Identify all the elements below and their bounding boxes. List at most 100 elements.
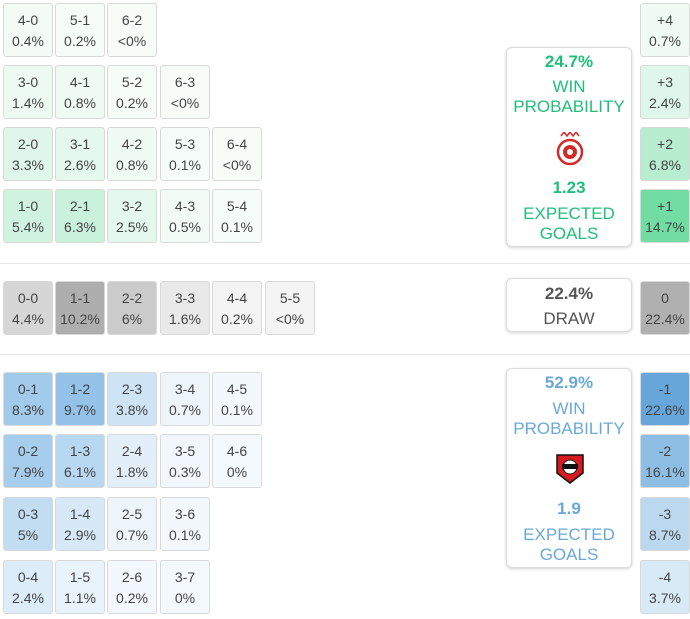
score-label: 5-1 [69,12,91,28]
score-cell: 4-6 0% [212,434,262,488]
score-label: 0-1 [17,381,39,397]
goal-diff-probability: 2.4% [649,95,681,111]
score-cell: 0-3 5% [3,497,53,551]
score-cell: 2-6 0.2% [107,560,157,614]
score-label: 6-4 [226,136,248,152]
score-cell: 5-2 0.2% [107,65,157,119]
score-probability: 5% [17,527,39,543]
score-probability: 0.1% [169,157,201,173]
goal-diff-label: +2 [657,136,673,152]
score-label: 3-1 [69,136,91,152]
score-cell: 3-0 1.4% [3,65,53,119]
score-probability: 1.8% [116,464,148,480]
score-cell: 6-3 <0% [160,65,210,119]
score-probability: 0.4% [12,33,44,49]
goal-diff-cell: -4 3.7% [640,560,690,614]
score-cell: 5-5 <0% [265,281,315,335]
score-label: 4-0 [17,12,39,28]
score-probability: 10.2% [60,311,100,327]
goal-diff-cell: +4 0.7% [640,3,690,57]
score-label: 1-2 [69,381,91,397]
score-label: 3-0 [17,74,39,90]
score-label: 5-2 [121,74,143,90]
score-cell: 1-3 6.1% [55,434,105,488]
home-win-pct: 24.7% [544,52,594,71]
score-cell: 2-2 6% [107,281,157,335]
score-cell: 1-2 9.7% [55,372,105,426]
score-probability: 0.2% [116,95,148,111]
home-xg-label-1: EXPECTED [523,204,615,223]
score-cell: 5-3 0.1% [160,127,210,181]
away-win-pct: 52.9% [544,373,594,392]
score-label: 0-3 [17,506,39,522]
draw-label: DRAW [543,309,595,328]
goal-diff-probability: 22.4% [645,311,685,327]
score-label: 1-0 [17,198,39,214]
score-cell: 4-0 0.4% [3,3,53,57]
home-win-label-1: WIN [552,77,586,96]
score-cell: 1-1 10.2% [55,281,105,335]
score-label: 2-3 [121,381,143,397]
score-label: 6-2 [121,12,143,28]
score-label: 3-4 [174,381,196,397]
score-probability: 0.8% [116,157,148,173]
score-probability: 9.7% [64,402,96,418]
score-probability: <0% [222,157,252,173]
score-cell: 4-2 0.8% [107,127,157,181]
score-label: 3-2 [121,198,143,214]
score-label: 1-5 [69,569,91,585]
home-xg: 1.23 [552,178,586,197]
score-label: 3-5 [174,443,196,459]
draw-pct: 22.4% [544,284,594,303]
goal-diff-cell: -2 16.1% [640,434,690,488]
goal-diff-label: +4 [657,12,673,28]
score-probability: 0% [226,464,248,480]
score-probability: 2.6% [64,157,96,173]
score-label: 5-4 [226,198,248,214]
score-probability: 0.2% [64,33,96,49]
score-probability: 2.9% [64,527,96,543]
score-probability: <0% [117,33,147,49]
score-probability: 2.4% [12,590,44,606]
score-cell: 0-2 7.9% [3,434,53,488]
score-label: 6-3 [174,74,196,90]
score-label: 2-2 [121,290,143,306]
score-cell: 3-4 0.7% [160,372,210,426]
olympiacos-crest-icon [555,130,585,166]
score-label: 2-4 [121,443,143,459]
score-label: 4-1 [69,74,91,90]
score-cell: 1-0 5.4% [3,189,53,243]
score-cell: 0-4 2.4% [3,560,53,614]
score-label: 3-6 [174,506,196,522]
score-cell: 2-5 0.7% [107,497,157,551]
score-probability: 4.4% [12,311,44,327]
goal-diff-label: -3 [658,506,672,522]
score-cell: 3-6 0.1% [160,497,210,551]
goal-diff-cell: -3 8.7% [640,497,690,551]
goal-diff-cell: -1 22.6% [640,372,690,426]
goal-diff-label: -2 [658,443,672,459]
score-probability: 0.8% [64,95,96,111]
score-label: 2-5 [121,506,143,522]
score-label: 4-4 [226,290,248,306]
away-xg-label-1: EXPECTED [523,525,615,544]
away-win-label-2: PROBABILITY [513,419,625,438]
goal-diff-cell: +1 14.7% [640,189,690,243]
score-probability: 0% [174,590,196,606]
score-probability: 0.3% [169,464,201,480]
score-label: 4-6 [226,443,248,459]
score-probability: 0.1% [169,527,201,543]
goal-diff-label: 0 [661,290,669,306]
score-cell: 1-4 2.9% [55,497,105,551]
score-probability: 6.1% [64,464,96,480]
score-probability: 0.1% [221,402,253,418]
score-cell: 3-3 1.6% [160,281,210,335]
score-probability: 0.7% [116,527,148,543]
goal-diff-cell: 0 22.4% [640,281,690,335]
score-cell: 5-4 0.1% [212,189,262,243]
score-label: 0-4 [17,569,39,585]
score-cell: 0-0 4.4% [3,281,53,335]
score-probability: <0% [170,95,200,111]
score-label: 3-7 [174,569,196,585]
score-label: 2-1 [69,198,91,214]
